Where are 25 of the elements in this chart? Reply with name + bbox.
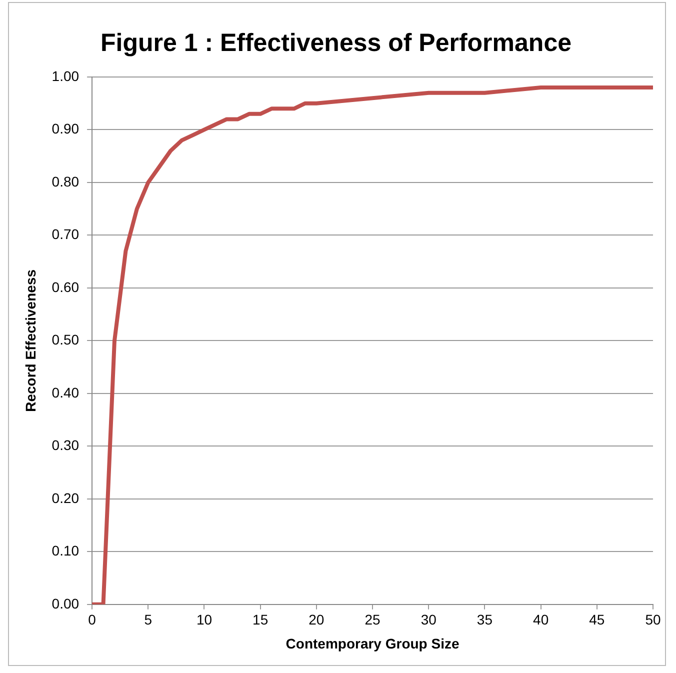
- x-tick-label: 10: [196, 612, 212, 628]
- chart-title: Figure 1 : Effectiveness of Performance: [100, 28, 572, 57]
- x-tick-label: 15: [252, 612, 268, 628]
- y-tick-label: 0.40: [52, 384, 80, 400]
- y-tick-label: 1.00: [52, 68, 80, 84]
- y-tick-label: 0.70: [52, 226, 80, 242]
- y-tick-label: 0.00: [52, 595, 80, 612]
- x-axis-title: Contemporary Group Size: [286, 635, 460, 652]
- x-tick-label: 5: [144, 612, 152, 628]
- x-tick-label: 30: [420, 612, 437, 628]
- x-tick-label: 50: [645, 612, 661, 628]
- y-tick-label: 0.30: [52, 437, 80, 454]
- y-tick-label: 0.50: [52, 332, 80, 348]
- y-tick-label: 0.60: [52, 278, 80, 295]
- x-tick-label: 25: [364, 612, 381, 628]
- y-tick-label: 0.80: [52, 173, 80, 190]
- x-tick-label: 40: [533, 612, 549, 628]
- x-tick-label: 35: [476, 612, 493, 628]
- y-tick-label: 0.90: [52, 120, 80, 137]
- x-tick-label: 0: [88, 612, 96, 628]
- x-tick-label: 45: [589, 612, 605, 628]
- y-axis-title: Record Effectiveness: [22, 269, 38, 412]
- y-tick-label: 0.20: [52, 490, 80, 506]
- x-tick-label: 20: [308, 612, 324, 628]
- y-tick-label: 0.10: [52, 542, 80, 559]
